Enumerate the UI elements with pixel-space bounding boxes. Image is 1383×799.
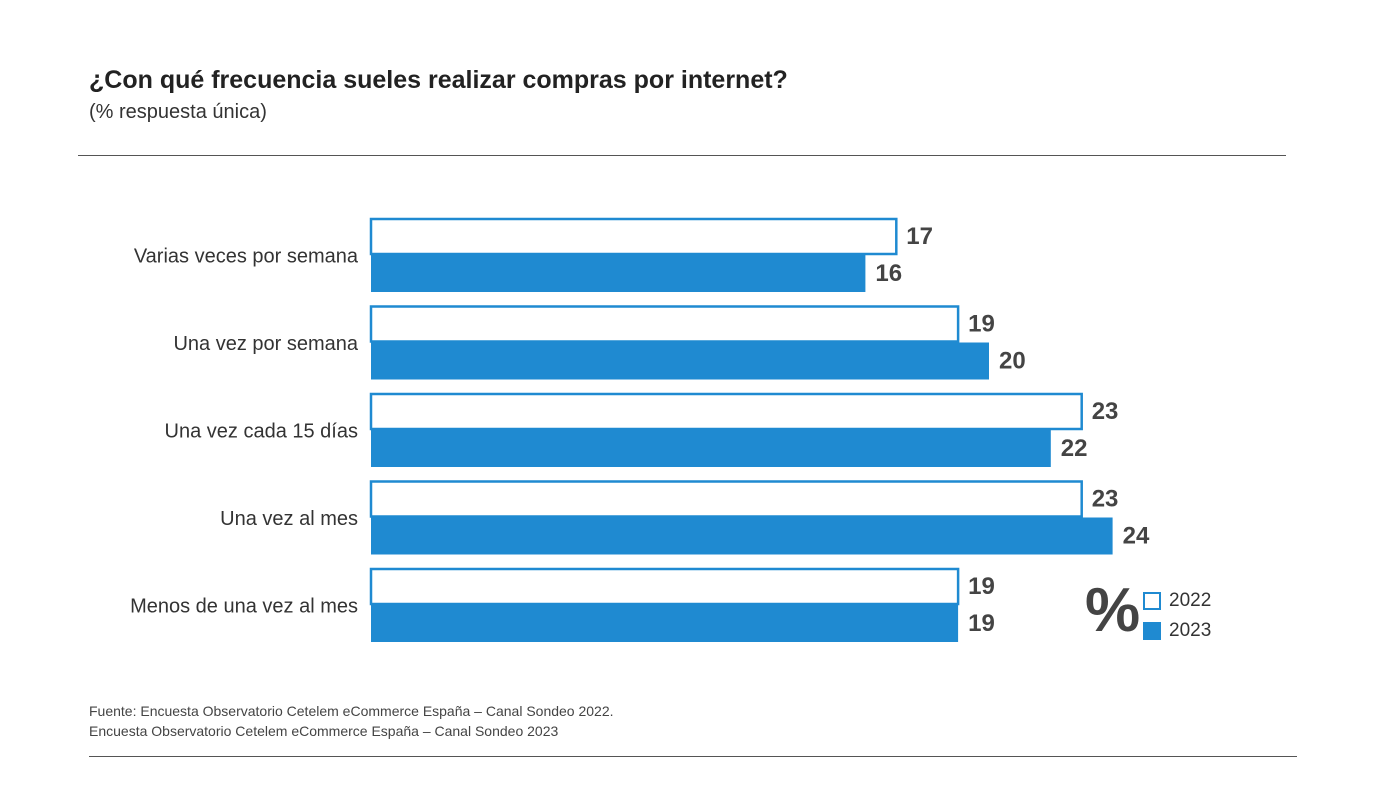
legend-swatch-2022 bbox=[1143, 592, 1161, 610]
legend-label-2023: 2023 bbox=[1169, 620, 1212, 641]
bar-2022-una-vez-cada-15-dias bbox=[369, 392, 1083, 431]
bar-2022-menos-de-una-vez-al-mes bbox=[369, 567, 960, 606]
value-label-2022-una-vez-cada-15-dias: 23 bbox=[1092, 398, 1119, 425]
chart-subtitle: (% respuesta única) bbox=[89, 101, 267, 123]
category-label-menos-de-una-vez-al-mes: Menos de una vez al mes bbox=[130, 595, 358, 617]
source-line-1: Fuente: Encuesta Observatorio Cetelem eC… bbox=[89, 703, 614, 719]
value-label-2022-una-vez-al-mes: 23 bbox=[1092, 485, 1119, 512]
bar-2023-varias-veces-por-semana bbox=[371, 255, 866, 292]
category-label-una-vez-por-semana: Una vez por semana bbox=[173, 333, 358, 355]
legend-item-2022: 2022 bbox=[1143, 590, 1211, 612]
bar-2022-varias-veces-por-semana bbox=[369, 217, 898, 256]
bottom-divider bbox=[89, 756, 1297, 757]
legend-label-2022: 2022 bbox=[1169, 590, 1212, 611]
category-label-varias-veces-por-semana: Varias veces por semana bbox=[134, 245, 359, 267]
legend-item-2023: 2023 bbox=[1143, 620, 1211, 642]
value-label-2023-una-vez-por-semana: 20 bbox=[999, 347, 1026, 374]
category-label-una-vez-cada-15-dias: Una vez cada 15 días bbox=[165, 420, 358, 442]
value-label-2023-una-vez-al-mes: 24 bbox=[1123, 522, 1150, 549]
value-label-2022-una-vez-por-semana: 19 bbox=[968, 310, 995, 337]
legend-percent-symbol: % bbox=[1085, 576, 1141, 645]
category-label-una-vez-al-mes: Una vez al mes bbox=[220, 508, 358, 530]
chart-title: ¿Con qué frecuencia sueles realizar comp… bbox=[89, 66, 788, 94]
bar-2022-una-vez-al-mes bbox=[369, 480, 1083, 518]
bar-2023-menos-de-una-vez-al-mes bbox=[371, 605, 959, 642]
bar-2023-una-vez-por-semana bbox=[371, 342, 989, 380]
top-divider bbox=[78, 155, 1286, 156]
value-label-2022-menos-de-una-vez-al-mes: 19 bbox=[968, 573, 995, 600]
value-label-2023-menos-de-una-vez-al-mes: 19 bbox=[968, 610, 995, 637]
source-line-2: Encuesta Observatorio Cetelem eCommerce … bbox=[89, 723, 559, 739]
value-label-2023-varias-veces-por-semana: 16 bbox=[875, 260, 902, 287]
value-label-2022-varias-veces-por-semana: 17 bbox=[906, 223, 933, 250]
legend-swatch-2023 bbox=[1143, 622, 1161, 640]
bar-2022-una-vez-por-semana bbox=[369, 305, 960, 343]
source-note: Fuente: Encuesta Observatorio Cetelem eC… bbox=[89, 701, 614, 741]
value-label-2023-una-vez-cada-15-dias: 22 bbox=[1061, 435, 1088, 462]
bar-2023-una-vez-cada-15-dias bbox=[371, 430, 1051, 467]
bar-2023-una-vez-al-mes bbox=[371, 517, 1113, 555]
